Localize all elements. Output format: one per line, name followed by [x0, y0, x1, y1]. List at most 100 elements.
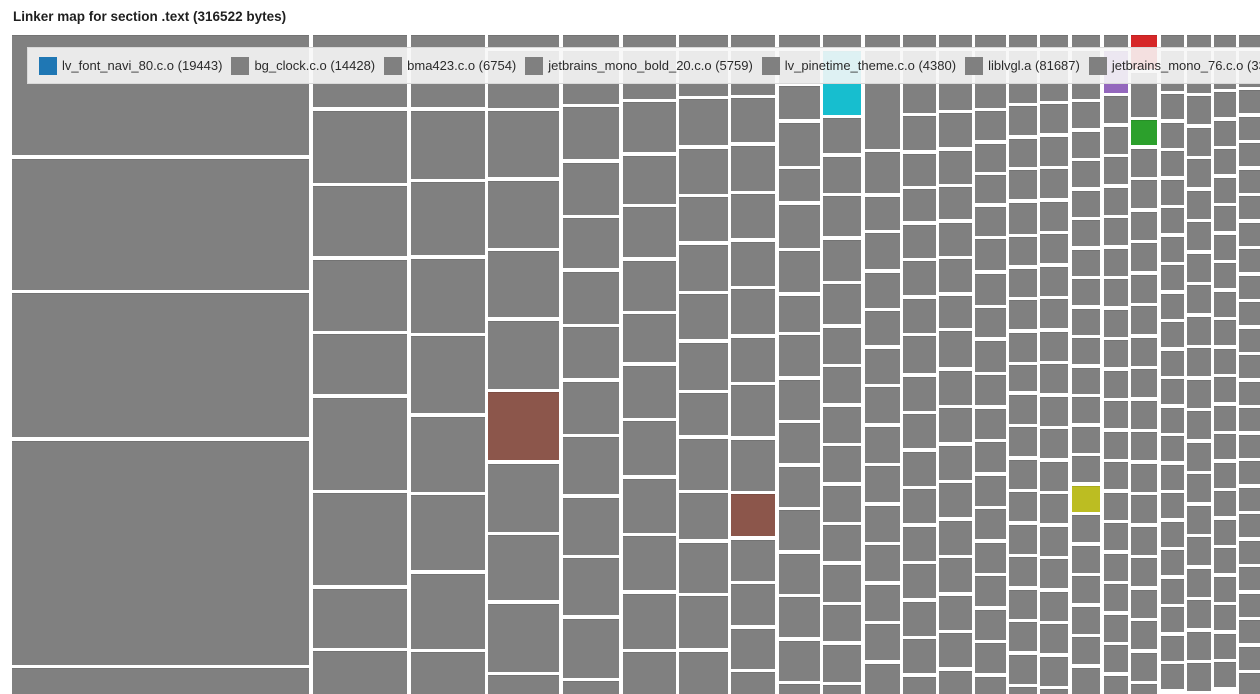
- treemap-block[interactable]: [1040, 429, 1068, 458]
- treemap-block[interactable]: [939, 558, 972, 592]
- treemap-block[interactable]: [779, 597, 820, 637]
- treemap-block[interactable]: [865, 505, 900, 542]
- treemap-block[interactable]: [1239, 673, 1260, 694]
- treemap-block[interactable]: [1239, 487, 1260, 511]
- treemap-block[interactable]: [1104, 675, 1128, 694]
- treemap-block[interactable]: [939, 150, 972, 184]
- treemap-block-brown[interactable]: [731, 494, 775, 536]
- treemap-block[interactable]: [1009, 300, 1037, 329]
- treemap-block[interactable]: [731, 337, 775, 382]
- treemap-block[interactable]: [903, 261, 936, 295]
- treemap-block[interactable]: [12, 293, 309, 437]
- treemap-block[interactable]: [1161, 350, 1184, 376]
- treemap-block[interactable]: [1040, 331, 1068, 361]
- treemap-block[interactable]: [1040, 396, 1068, 426]
- treemap-block[interactable]: [313, 651, 407, 694]
- treemap-block[interactable]: [1214, 149, 1236, 174]
- treemap-block[interactable]: [1009, 35, 1037, 47]
- treemap-block[interactable]: [1187, 222, 1211, 250]
- treemap-block[interactable]: [1104, 462, 1128, 489]
- treemap-block[interactable]: [1161, 664, 1184, 689]
- treemap-block[interactable]: [1187, 127, 1211, 156]
- treemap-block[interactable]: [975, 273, 1006, 305]
- treemap-block[interactable]: [1187, 348, 1211, 376]
- treemap-block[interactable]: [1161, 151, 1184, 176]
- treemap-block[interactable]: [1239, 461, 1260, 484]
- treemap-block[interactable]: [1072, 426, 1100, 453]
- treemap-block[interactable]: [1104, 431, 1128, 459]
- treemap-block[interactable]: [865, 233, 900, 269]
- treemap-block[interactable]: [623, 314, 676, 362]
- treemap-block[interactable]: [975, 111, 1006, 140]
- treemap-block[interactable]: [1072, 161, 1100, 187]
- treemap-block[interactable]: [903, 564, 936, 598]
- treemap-block[interactable]: [411, 652, 485, 694]
- treemap-block[interactable]: [1161, 550, 1184, 575]
- treemap-block[interactable]: [1072, 667, 1100, 694]
- treemap-block[interactable]: [823, 284, 861, 324]
- treemap-block[interactable]: [1131, 526, 1157, 555]
- treemap-block[interactable]: [865, 426, 900, 463]
- treemap-block[interactable]: [1187, 253, 1211, 282]
- treemap-block[interactable]: [1104, 248, 1128, 276]
- treemap-block[interactable]: [1072, 456, 1100, 482]
- treemap-block[interactable]: [623, 536, 676, 590]
- treemap-block[interactable]: [1072, 545, 1100, 573]
- treemap-block[interactable]: [731, 672, 775, 694]
- treemap-block[interactable]: [563, 327, 619, 378]
- treemap-block[interactable]: [1131, 495, 1157, 523]
- treemap-block[interactable]: [1104, 340, 1128, 367]
- treemap-block[interactable]: [1214, 320, 1236, 345]
- treemap-block[interactable]: [975, 509, 1006, 539]
- treemap-block[interactable]: [1072, 637, 1100, 664]
- treemap-block[interactable]: [1187, 316, 1211, 345]
- treemap-block[interactable]: [779, 466, 820, 507]
- treemap-block[interactable]: [1214, 177, 1236, 203]
- treemap-block[interactable]: [563, 437, 619, 494]
- treemap-block[interactable]: [1009, 138, 1037, 167]
- treemap-block[interactable]: [779, 335, 820, 376]
- treemap-block[interactable]: [1161, 464, 1184, 490]
- treemap-block[interactable]: [1040, 526, 1068, 556]
- treemap-block[interactable]: [975, 308, 1006, 337]
- treemap-block[interactable]: [939, 370, 972, 405]
- treemap-block[interactable]: [1239, 540, 1260, 564]
- treemap-block[interactable]: [1187, 96, 1211, 124]
- treemap-block[interactable]: [488, 535, 559, 600]
- treemap-block[interactable]: [1239, 593, 1260, 617]
- treemap-block[interactable]: [1161, 179, 1184, 205]
- treemap-block[interactable]: [823, 156, 861, 193]
- treemap-block[interactable]: [1239, 620, 1260, 643]
- treemap-block[interactable]: [1009, 524, 1037, 554]
- treemap-block[interactable]: [1009, 654, 1037, 684]
- treemap-block[interactable]: [1161, 521, 1184, 547]
- treemap-block[interactable]: [975, 609, 1006, 640]
- treemap-block[interactable]: [679, 438, 728, 490]
- treemap-block[interactable]: [1072, 102, 1100, 128]
- treemap-block[interactable]: [1239, 35, 1260, 47]
- treemap-block[interactable]: [1214, 605, 1236, 630]
- treemap-block[interactable]: [1009, 365, 1037, 391]
- treemap-block[interactable]: [865, 624, 900, 660]
- treemap-block[interactable]: [1187, 537, 1211, 565]
- treemap-block[interactable]: [1040, 461, 1068, 491]
- treemap-block[interactable]: [1131, 558, 1157, 586]
- treemap-block[interactable]: [779, 553, 820, 594]
- treemap-block[interactable]: [1214, 633, 1236, 659]
- treemap-block[interactable]: [1239, 646, 1260, 670]
- treemap-block[interactable]: [903, 35, 936, 47]
- treemap-block[interactable]: [975, 475, 1006, 506]
- treemap-block[interactable]: [1009, 268, 1037, 297]
- treemap-block[interactable]: [313, 588, 407, 648]
- treemap-block[interactable]: [1104, 553, 1128, 581]
- treemap-block[interactable]: [1214, 491, 1236, 516]
- treemap-block[interactable]: [1187, 600, 1211, 628]
- treemap-block[interactable]: [975, 676, 1006, 694]
- treemap-block[interactable]: [1214, 291, 1236, 317]
- treemap-block[interactable]: [1104, 96, 1128, 123]
- treemap-block[interactable]: [411, 416, 485, 492]
- treemap-block[interactable]: [1072, 249, 1100, 276]
- treemap-block[interactable]: [1072, 308, 1100, 335]
- treemap-block[interactable]: [1161, 379, 1184, 404]
- treemap-block[interactable]: [623, 260, 676, 311]
